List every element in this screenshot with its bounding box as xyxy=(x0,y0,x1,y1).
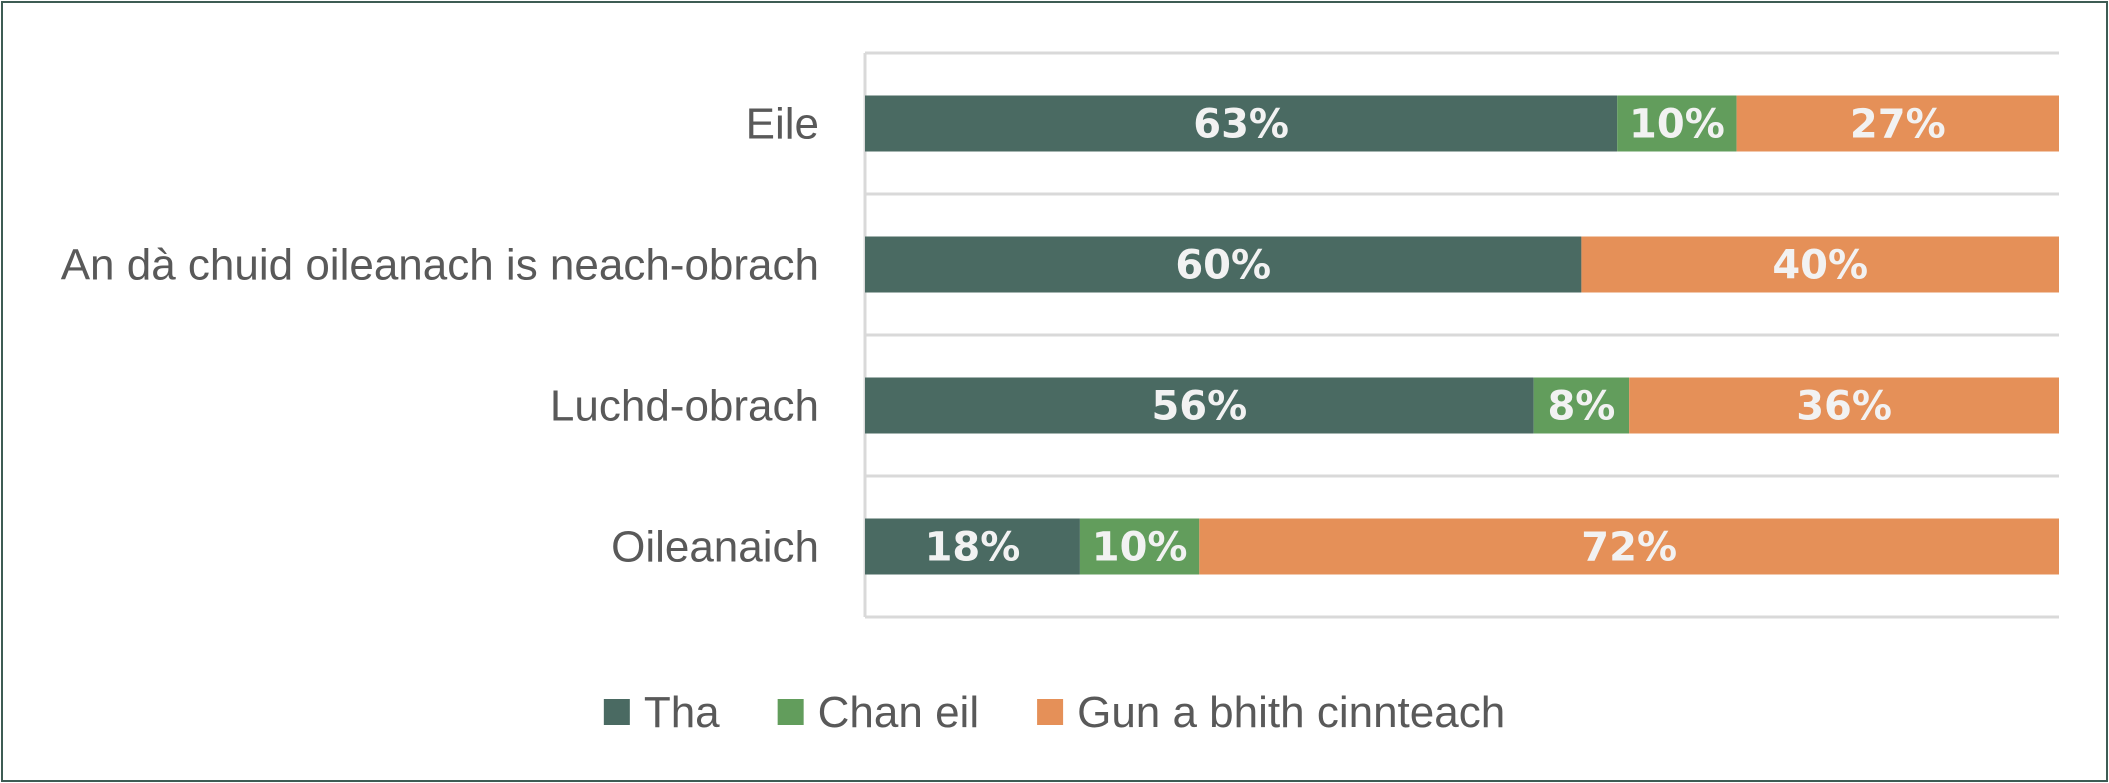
data-label: 56% xyxy=(1151,384,1247,430)
bar-segment xyxy=(865,377,1534,434)
bar-segment xyxy=(1581,236,2059,293)
data-labels: 63% 10% 27% 60% 40% 56% 8% 36% 18% 10% 72% xyxy=(925,102,1946,571)
legend-item: Tha xyxy=(603,688,720,737)
bar-segment xyxy=(1736,95,2059,152)
data-label: 10% xyxy=(1629,102,1725,148)
bar-segment xyxy=(1533,377,1630,434)
legend-label: Gun a bhith cinnteach xyxy=(1077,688,1505,737)
bar-segment xyxy=(865,236,1582,293)
legend-swatch xyxy=(603,699,630,725)
legend: Tha Chan eil Gun a bhith cinnteach xyxy=(603,688,1505,737)
data-label: 10% xyxy=(1092,525,1188,571)
category-label: Luchd-obrach xyxy=(550,382,819,431)
category-label: An dà chuid oileanach is neach-obrach xyxy=(61,241,819,290)
legend-swatch xyxy=(1037,699,1064,725)
data-label: 36% xyxy=(1796,384,1892,430)
bar-segment xyxy=(1079,518,1200,575)
data-label: 8% xyxy=(1547,384,1615,430)
legend-label: Tha xyxy=(644,688,720,737)
bar-segment xyxy=(1617,95,1737,152)
legend-label: Chan eil xyxy=(818,688,979,737)
category-label: Eile xyxy=(746,100,819,149)
data-label: 18% xyxy=(925,525,1021,571)
bar-segment xyxy=(865,518,1080,575)
data-label: 72% xyxy=(1581,525,1677,571)
stacked-bar-chart: Eile An dà chuid oileanach is neach-obrac… xyxy=(61,51,2059,737)
bars xyxy=(865,95,2059,575)
data-label: 27% xyxy=(1850,102,1946,148)
category-label: Oileanaich xyxy=(611,523,819,572)
data-label: 40% xyxy=(1772,243,1868,289)
legend-item: Gun a bhith cinnteach xyxy=(1037,688,1505,737)
bar-segment xyxy=(865,95,1618,152)
bar-segment xyxy=(1629,377,2059,434)
legend-item: Chan eil xyxy=(777,688,979,737)
legend-swatch xyxy=(777,699,804,725)
bar-segment xyxy=(1199,518,2059,575)
category-labels: Eile An dà chuid oileanach is neach-obrac… xyxy=(61,100,819,572)
data-label: 60% xyxy=(1175,243,1271,289)
data-label: 63% xyxy=(1193,102,1289,148)
